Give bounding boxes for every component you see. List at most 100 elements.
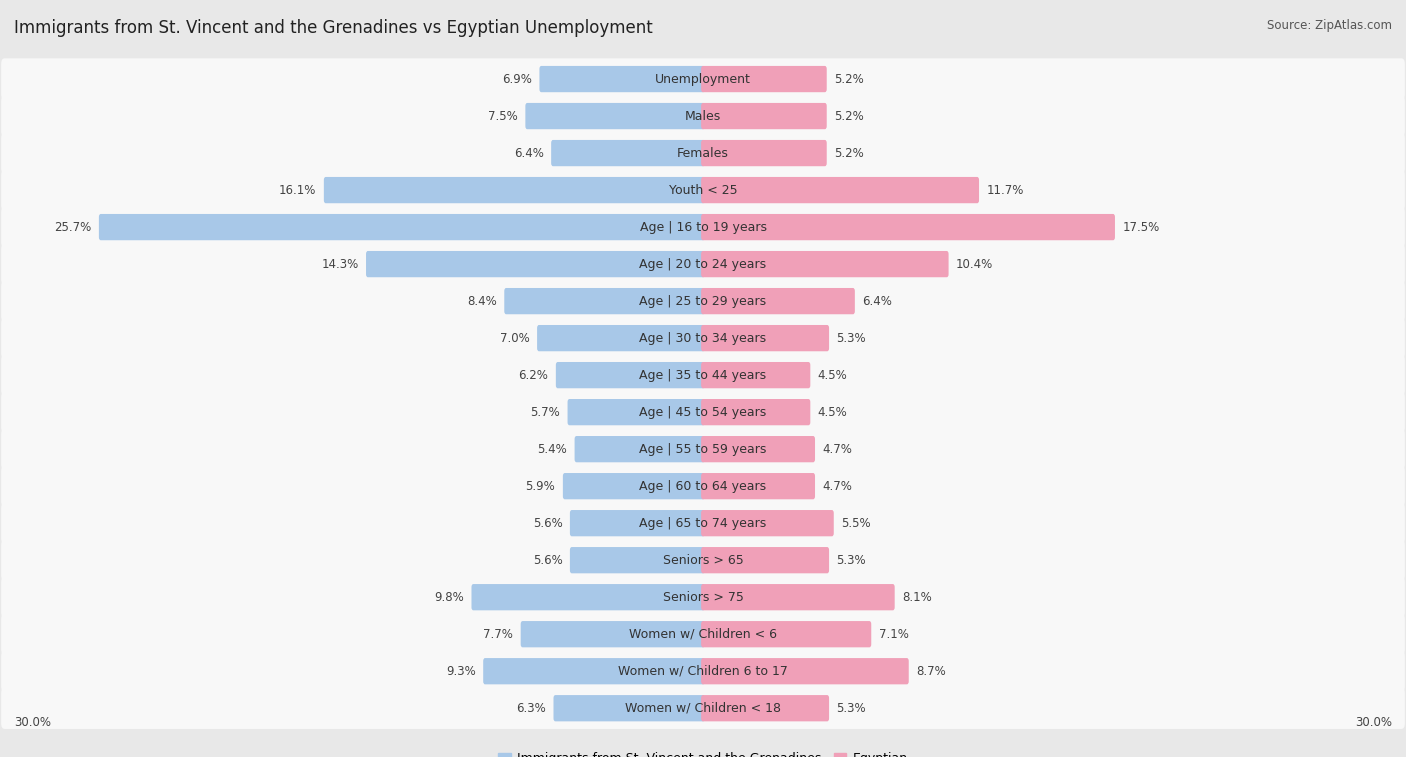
Text: 25.7%: 25.7% — [55, 220, 91, 234]
FancyBboxPatch shape — [1, 503, 1405, 544]
FancyBboxPatch shape — [1, 540, 1405, 581]
FancyBboxPatch shape — [702, 288, 855, 314]
FancyBboxPatch shape — [702, 436, 815, 463]
Text: 17.5%: 17.5% — [1122, 220, 1160, 234]
FancyBboxPatch shape — [702, 362, 810, 388]
Text: Age | 25 to 29 years: Age | 25 to 29 years — [640, 294, 766, 307]
FancyBboxPatch shape — [98, 214, 704, 240]
FancyBboxPatch shape — [562, 473, 704, 500]
Text: 8.7%: 8.7% — [917, 665, 946, 678]
FancyBboxPatch shape — [520, 621, 704, 647]
Legend: Immigrants from St. Vincent and the Grenadines, Egyptian: Immigrants from St. Vincent and the Gren… — [494, 747, 912, 757]
FancyBboxPatch shape — [505, 288, 704, 314]
Text: Women w/ Children < 6: Women w/ Children < 6 — [628, 628, 778, 640]
FancyBboxPatch shape — [702, 621, 872, 647]
FancyBboxPatch shape — [323, 177, 704, 203]
Text: 30.0%: 30.0% — [14, 716, 51, 730]
Text: 5.3%: 5.3% — [837, 553, 866, 567]
FancyBboxPatch shape — [471, 584, 704, 610]
Text: 5.7%: 5.7% — [530, 406, 560, 419]
Text: 7.5%: 7.5% — [488, 110, 517, 123]
Text: Women w/ Children < 18: Women w/ Children < 18 — [626, 702, 780, 715]
Text: 10.4%: 10.4% — [956, 257, 993, 270]
FancyBboxPatch shape — [551, 140, 704, 167]
Text: Seniors > 75: Seniors > 75 — [662, 590, 744, 603]
Text: 5.2%: 5.2% — [834, 147, 863, 160]
Text: Females: Females — [678, 147, 728, 160]
Text: 5.5%: 5.5% — [841, 517, 870, 530]
Text: 5.9%: 5.9% — [526, 480, 555, 493]
Text: 7.7%: 7.7% — [484, 628, 513, 640]
Text: Women w/ Children 6 to 17: Women w/ Children 6 to 17 — [619, 665, 787, 678]
Text: Age | 16 to 19 years: Age | 16 to 19 years — [640, 220, 766, 234]
Text: 6.2%: 6.2% — [519, 369, 548, 382]
Text: Source: ZipAtlas.com: Source: ZipAtlas.com — [1267, 19, 1392, 32]
FancyBboxPatch shape — [1, 58, 1405, 100]
Text: Seniors > 65: Seniors > 65 — [662, 553, 744, 567]
FancyBboxPatch shape — [555, 362, 704, 388]
FancyBboxPatch shape — [702, 325, 830, 351]
Text: 4.7%: 4.7% — [823, 443, 852, 456]
FancyBboxPatch shape — [1, 317, 1405, 359]
FancyBboxPatch shape — [702, 140, 827, 167]
Text: 5.3%: 5.3% — [837, 332, 866, 344]
Text: Age | 35 to 44 years: Age | 35 to 44 years — [640, 369, 766, 382]
Text: 4.7%: 4.7% — [823, 480, 852, 493]
FancyBboxPatch shape — [575, 436, 704, 463]
Text: 6.3%: 6.3% — [516, 702, 546, 715]
Text: 4.5%: 4.5% — [818, 406, 848, 419]
Text: 5.2%: 5.2% — [834, 110, 863, 123]
Text: 5.3%: 5.3% — [837, 702, 866, 715]
FancyBboxPatch shape — [1, 577, 1405, 618]
FancyBboxPatch shape — [702, 177, 979, 203]
Text: Age | 60 to 64 years: Age | 60 to 64 years — [640, 480, 766, 493]
Text: Age | 30 to 34 years: Age | 30 to 34 years — [640, 332, 766, 344]
FancyBboxPatch shape — [702, 66, 827, 92]
FancyBboxPatch shape — [1, 354, 1405, 396]
FancyBboxPatch shape — [1, 428, 1405, 470]
Text: 5.4%: 5.4% — [537, 443, 567, 456]
FancyBboxPatch shape — [702, 103, 827, 129]
Text: 6.4%: 6.4% — [862, 294, 893, 307]
Text: 14.3%: 14.3% — [322, 257, 359, 270]
FancyBboxPatch shape — [1, 687, 1405, 729]
Text: 8.4%: 8.4% — [467, 294, 496, 307]
FancyBboxPatch shape — [702, 251, 949, 277]
Text: 5.6%: 5.6% — [533, 517, 562, 530]
Text: 4.5%: 4.5% — [818, 369, 848, 382]
Text: Males: Males — [685, 110, 721, 123]
FancyBboxPatch shape — [1, 244, 1405, 285]
FancyBboxPatch shape — [537, 325, 704, 351]
FancyBboxPatch shape — [702, 473, 815, 500]
Text: 6.9%: 6.9% — [502, 73, 531, 86]
FancyBboxPatch shape — [1, 170, 1405, 210]
Text: Youth < 25: Youth < 25 — [669, 184, 737, 197]
FancyBboxPatch shape — [702, 547, 830, 573]
FancyBboxPatch shape — [1, 466, 1405, 507]
FancyBboxPatch shape — [1, 207, 1405, 248]
Text: Age | 20 to 24 years: Age | 20 to 24 years — [640, 257, 766, 270]
Text: Immigrants from St. Vincent and the Grenadines vs Egyptian Unemployment: Immigrants from St. Vincent and the Gren… — [14, 19, 652, 37]
Text: 9.8%: 9.8% — [434, 590, 464, 603]
FancyBboxPatch shape — [702, 584, 894, 610]
FancyBboxPatch shape — [484, 658, 704, 684]
FancyBboxPatch shape — [1, 613, 1405, 655]
Text: 16.1%: 16.1% — [278, 184, 316, 197]
FancyBboxPatch shape — [702, 695, 830, 721]
FancyBboxPatch shape — [554, 695, 704, 721]
FancyBboxPatch shape — [568, 399, 704, 425]
Text: 6.4%: 6.4% — [513, 147, 544, 160]
Text: Age | 65 to 74 years: Age | 65 to 74 years — [640, 517, 766, 530]
Text: Age | 45 to 54 years: Age | 45 to 54 years — [640, 406, 766, 419]
FancyBboxPatch shape — [1, 95, 1405, 137]
Text: 8.1%: 8.1% — [903, 590, 932, 603]
FancyBboxPatch shape — [540, 66, 704, 92]
FancyBboxPatch shape — [702, 510, 834, 536]
FancyBboxPatch shape — [702, 399, 810, 425]
FancyBboxPatch shape — [1, 391, 1405, 433]
Text: 7.0%: 7.0% — [501, 332, 530, 344]
Text: 7.1%: 7.1% — [879, 628, 908, 640]
Text: Unemployment: Unemployment — [655, 73, 751, 86]
FancyBboxPatch shape — [366, 251, 704, 277]
FancyBboxPatch shape — [702, 658, 908, 684]
